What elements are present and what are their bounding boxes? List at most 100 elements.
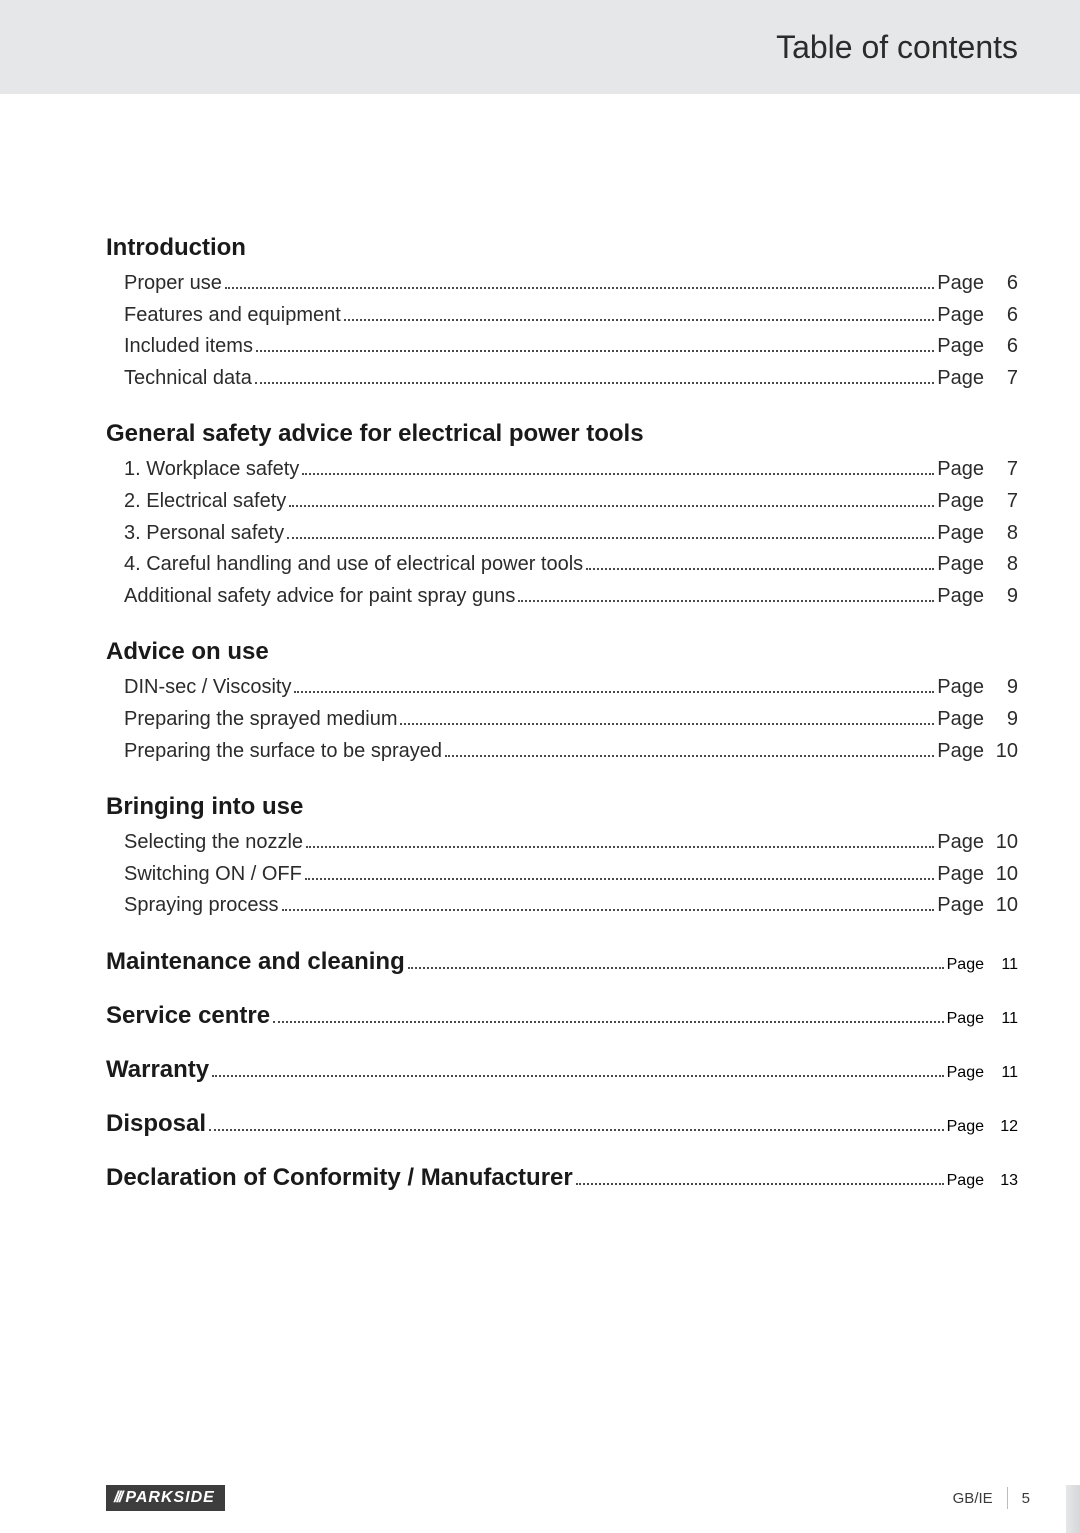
bringing-items: Selecting the nozzlePage10 Switching ON … <box>106 827 1018 922</box>
leader-dots <box>255 368 934 384</box>
header-band: Table of contents <box>0 0 1080 94</box>
leader-dots <box>576 1172 944 1185</box>
leader-dots <box>305 864 934 880</box>
toc-entry: Technical data Page7 <box>106 363 1018 395</box>
page-num: 12 <box>984 1118 1018 1136</box>
toc-entry: Proper usePage6 <box>106 268 1018 300</box>
content-area: Introduction Proper usePage6 Features an… <box>0 94 1080 1463</box>
toc-label: Additional safety advice for paint spray… <box>124 581 515 613</box>
toc-label: 3. Personal safety <box>124 518 284 550</box>
page-word: Page <box>937 672 984 704</box>
toc-label: 4. Careful handling and use of electrica… <box>124 549 583 581</box>
page-word: Page <box>937 704 984 736</box>
toc-label: 1. Workplace safety <box>124 454 299 486</box>
page-num: 9 <box>984 704 1018 736</box>
toc-entry: 3. Personal safety Page8 <box>106 518 1018 550</box>
toc-label: Technical data <box>124 363 252 395</box>
leader-dots <box>445 741 934 757</box>
toc-entry-disposal: Disposal Page12 <box>106 1110 1018 1138</box>
toc-entry-service: Service centre Page11 <box>106 1002 1018 1030</box>
page-word: Page <box>937 363 984 395</box>
leader-dots <box>294 677 934 693</box>
page-word: Page <box>937 890 984 922</box>
brand-logo: /// PARKSIDE <box>106 1485 225 1511</box>
page-num: 11 <box>984 1064 1018 1082</box>
heading-safety: General safety advice for electrical pow… <box>106 420 1018 448</box>
heading-disposal: Disposal <box>106 1110 206 1138</box>
header-title: Table of contents <box>776 29 1018 66</box>
page-word: Page <box>937 859 984 891</box>
page-word: Page <box>947 1010 984 1028</box>
page-word: Page <box>937 581 984 613</box>
toc-label: DIN-sec / Viscosity <box>124 672 291 704</box>
page-num: 9 <box>984 581 1018 613</box>
heading-bringing: Bringing into use <box>106 793 1018 821</box>
toc-entry-declaration: Declaration of Conformity / Manufacturer… <box>106 1164 1018 1192</box>
locale-label: GB/IE <box>953 1490 993 1507</box>
page-num: 10 <box>984 859 1018 891</box>
safety-items: 1. Workplace safetyPage7 2. Electrical s… <box>106 454 1018 612</box>
page-word: Page <box>937 454 984 486</box>
page-num: 11 <box>984 1010 1018 1028</box>
leader-dots <box>306 832 934 848</box>
footer: /// PARKSIDE GB/IE 5 <box>0 1463 1080 1533</box>
leader-dots <box>302 459 934 475</box>
intro-items: Proper usePage6 Features and equipmentPa… <box>106 268 1018 394</box>
page-word: Page <box>937 827 984 859</box>
heading-warranty: Warranty <box>106 1056 209 1084</box>
leader-dots <box>209 1118 944 1131</box>
leader-dots <box>344 305 934 321</box>
leader-dots <box>287 523 934 539</box>
toc-label: Switching ON / OFF <box>124 859 302 891</box>
page-num: 7 <box>984 363 1018 395</box>
toc-entry: Features and equipmentPage6 <box>106 300 1018 332</box>
heading-declaration: Declaration of Conformity / Manufacturer <box>106 1164 573 1192</box>
toc-label: 2. Electrical safety <box>124 486 286 518</box>
toc-entry: Preparing the sprayed medium Page9 <box>106 704 1018 736</box>
page-num: 6 <box>984 331 1018 363</box>
page-word: Page <box>947 1064 984 1082</box>
page-word: Page <box>947 956 984 974</box>
page-word: Page <box>947 1172 984 1190</box>
page-num: 8 <box>984 549 1018 581</box>
toc-entry: Selecting the nozzlePage10 <box>106 827 1018 859</box>
page-num: 8 <box>984 518 1018 550</box>
leader-dots <box>273 1010 944 1023</box>
toc-entry: 1. Workplace safetyPage7 <box>106 454 1018 486</box>
page-word: Page <box>947 1118 984 1136</box>
leader-dots <box>225 273 934 289</box>
heading-service: Service centre <box>106 1002 270 1030</box>
page-num: 13 <box>984 1172 1018 1190</box>
toc-entry-maintenance: Maintenance and cleaning Page11 <box>106 948 1018 976</box>
divider <box>1007 1487 1008 1509</box>
page-word: Page <box>937 331 984 363</box>
toc-label: Features and equipment <box>124 300 341 332</box>
page-num: 11 <box>984 956 1018 974</box>
toc-label: Preparing the surface to be sprayed <box>124 736 442 768</box>
heading-introduction: Introduction <box>106 234 1018 262</box>
footer-right: GB/IE 5 <box>953 1487 1030 1509</box>
toc-entry: Spraying process Page10 <box>106 890 1018 922</box>
page-word: Page <box>937 518 984 550</box>
toc-entry: Preparing the surface to be sprayed Page1… <box>106 736 1018 768</box>
page-num: 6 <box>984 300 1018 332</box>
toc-entry: Additional safety advice for paint spray… <box>106 581 1018 613</box>
toc-label: Preparing the sprayed medium <box>124 704 397 736</box>
toc-label: Spraying process <box>124 890 279 922</box>
brand-name: PARKSIDE <box>125 1489 215 1507</box>
page-num: 10 <box>984 890 1018 922</box>
toc-label: Included items <box>124 331 253 363</box>
leader-dots <box>408 956 944 969</box>
page-num: 10 <box>984 736 1018 768</box>
page-word: Page <box>937 736 984 768</box>
heading-maintenance: Maintenance and cleaning <box>106 948 405 976</box>
leader-dots <box>282 895 935 911</box>
advice-items: DIN-sec / Viscosity Page9 Preparing the s… <box>106 672 1018 767</box>
leader-dots <box>400 709 934 725</box>
page-number: 5 <box>1022 1490 1030 1507</box>
leader-dots <box>256 336 934 352</box>
page-word: Page <box>937 486 984 518</box>
toc-entry: 2. Electrical safetyPage7 <box>106 486 1018 518</box>
page-num: 9 <box>984 672 1018 704</box>
page-num: 6 <box>984 268 1018 300</box>
